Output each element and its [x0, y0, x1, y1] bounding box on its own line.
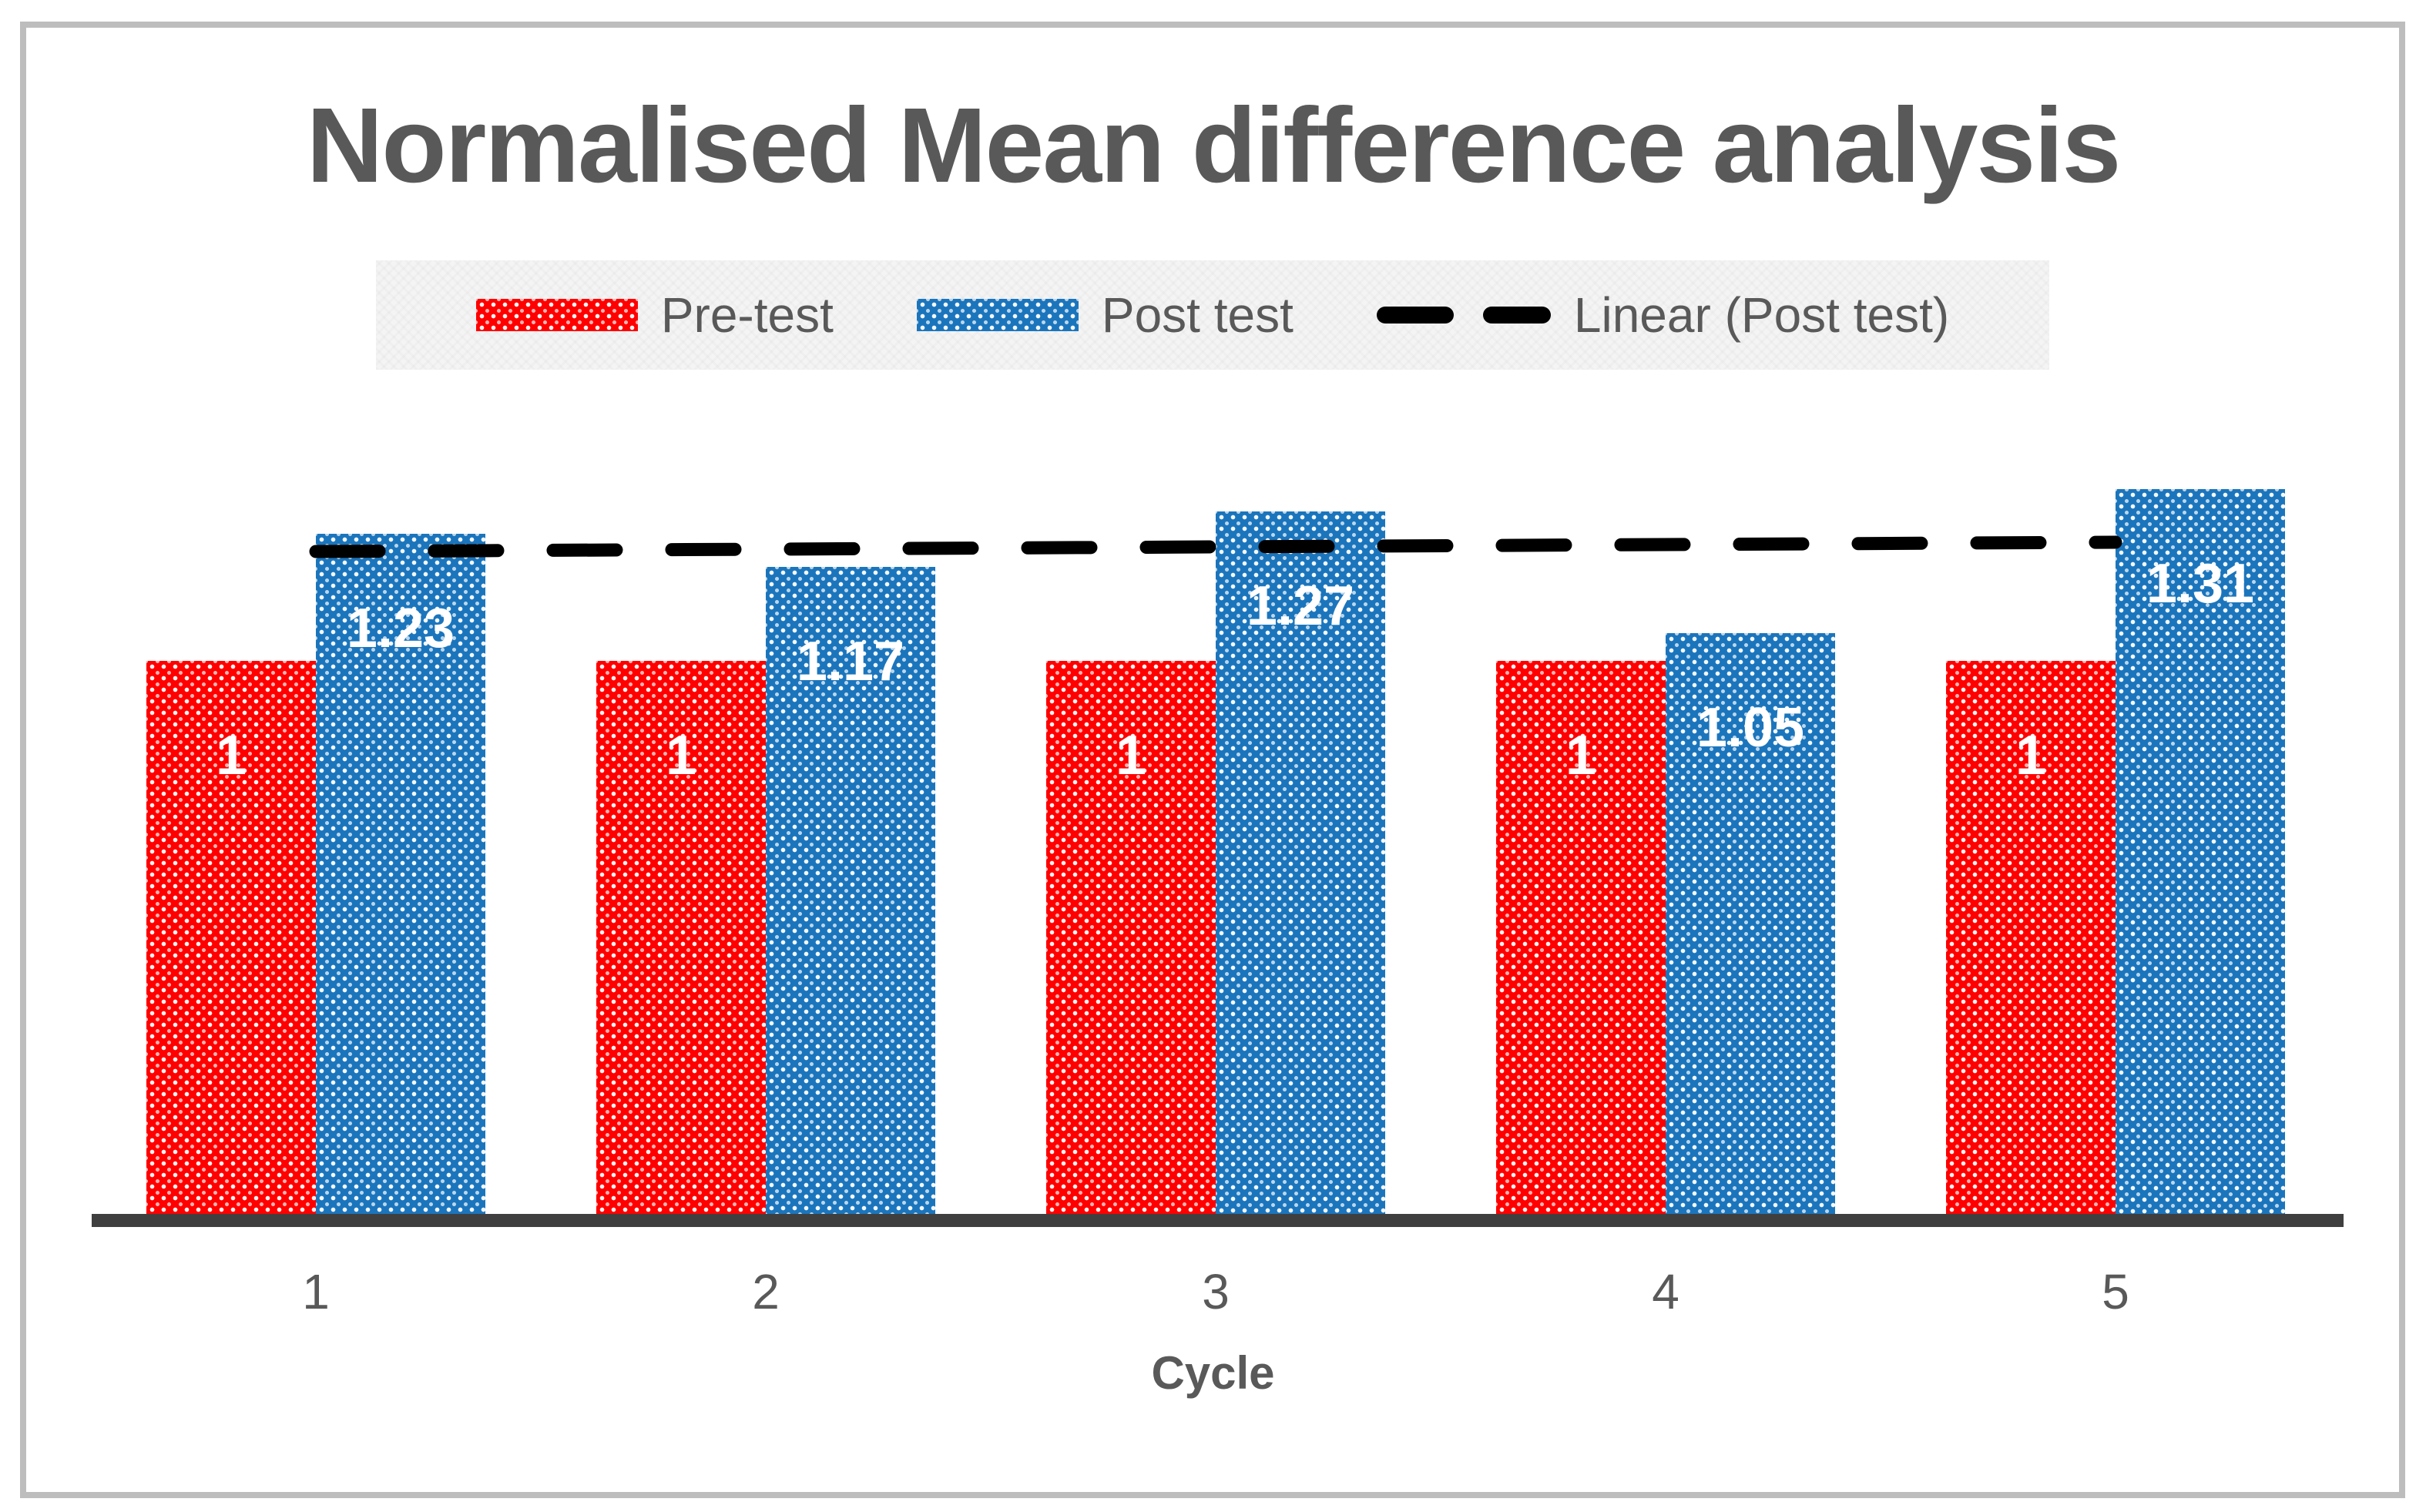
x-axis-title: Cycle: [1151, 1347, 1275, 1399]
x-axis-line: [92, 1214, 2344, 1227]
bar-value-label: 1: [665, 725, 697, 786]
x-tick-label-4: 4: [1652, 1264, 1679, 1319]
bar-pre-test-cycle-3: 1: [1046, 661, 1216, 1214]
legend-dashed-line-icon: [1376, 307, 1551, 324]
bar-post-test-cycle-3: 1.27: [1216, 511, 1385, 1214]
bar-value-label: 1: [1565, 725, 1597, 786]
x-tick-label-3: 3: [1202, 1264, 1230, 1319]
bar-value-label: 1.23: [346, 598, 455, 659]
legend-swatch-pre-test: [475, 299, 638, 331]
legend-item-linear-trend: Linear (Post test): [1376, 287, 1950, 344]
bar-post-test-cycle-4: 1.05: [1666, 633, 1835, 1214]
chart-legend: Pre-test Post test Linear (Post test): [376, 260, 2049, 370]
x-tick-label-2: 2: [752, 1264, 780, 1319]
bar-value-label: 1: [2015, 725, 2047, 786]
bar-pre-test-cycle-2: 1: [596, 661, 766, 1214]
legend-label-linear-trend: Linear (Post test): [1573, 287, 1950, 343]
legend-item-pre-test: Pre-test: [475, 287, 834, 344]
legend-swatch-post-test: [916, 299, 1079, 331]
bar-post-test-cycle-1: 1.23: [316, 534, 485, 1214]
bar-pre-test-cycle-4: 1: [1496, 661, 1666, 1214]
bar-post-test-cycle-2: 1.17: [766, 567, 935, 1214]
bar-pre-test-cycle-1: 1: [146, 661, 316, 1214]
bar-value-label: 1.27: [1246, 575, 1355, 637]
x-tick-label-1: 1: [302, 1264, 330, 1319]
legend-label-post-test: Post test: [1101, 287, 1294, 343]
legend-item-post-test: Post test: [916, 287, 1294, 344]
bar-value-label: 1.31: [2146, 553, 2255, 615]
bar-post-test-cycle-5: 1.31: [2116, 489, 2285, 1214]
bar-value-label: 1.05: [1696, 697, 1805, 759]
x-tick-label-5: 5: [2102, 1264, 2129, 1319]
bar-value-label: 1: [1115, 725, 1147, 786]
bar-value-label: 1: [215, 725, 247, 786]
legend-label-pre-test: Pre-test: [660, 287, 834, 343]
chart-title: Normalised Mean difference analysis: [306, 86, 2122, 205]
bar-pre-test-cycle-5: 1: [1946, 661, 2116, 1214]
bar-value-label: 1.17: [796, 631, 905, 692]
